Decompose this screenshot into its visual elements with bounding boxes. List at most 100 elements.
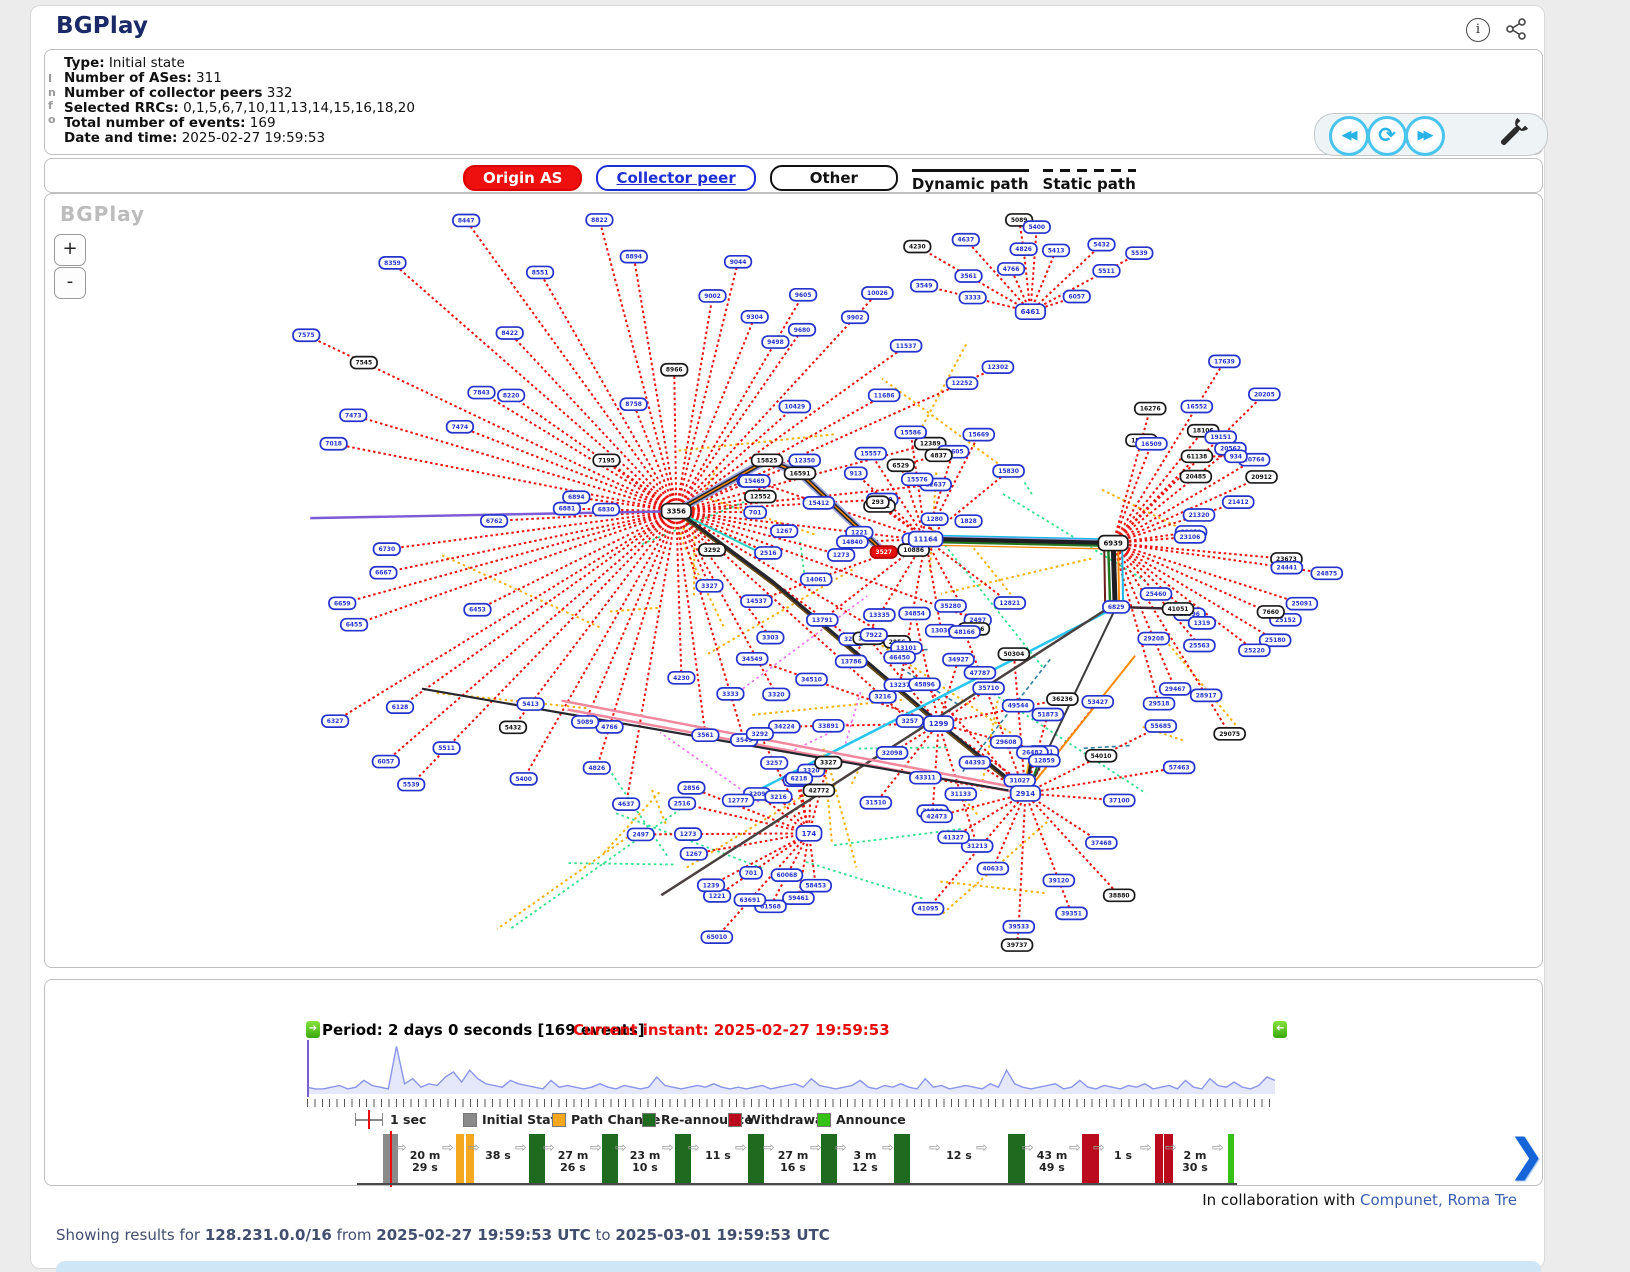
graph-node-28917[interactable]: 28917 <box>1189 688 1223 703</box>
graph-node-34854[interactable]: 34854 <box>898 606 931 621</box>
graph-node-4766[interactable]: 4766 <box>996 262 1026 276</box>
graph-node-31133[interactable]: 31133 <box>944 787 978 801</box>
graph-node-65010[interactable]: 65010 <box>700 930 734 944</box>
graph-node-8966[interactable]: 8966 <box>660 362 689 377</box>
graph-node-25563[interactable]: 25563 <box>1183 638 1216 653</box>
graph-node-1267[interactable]: 1267 <box>679 846 708 861</box>
graph-node-58453[interactable]: 58453 <box>799 878 833 893</box>
graph-node-31213[interactable]: 31213 <box>960 839 994 853</box>
graph-node-15586[interactable]: 15586 <box>894 425 927 440</box>
graph-node-12777[interactable]: 12777 <box>721 793 755 808</box>
graph-node-24875[interactable]: 24875 <box>1310 566 1344 581</box>
graph-node-14537[interactable]: 14537 <box>740 594 773 609</box>
graph-node-40633[interactable]: 40633 <box>976 861 1010 876</box>
graph-node-34510[interactable]: 34510 <box>795 672 828 687</box>
graph-node-1273[interactable]: 1273 <box>673 827 703 841</box>
gap-step-arrow-icon[interactable]: ⇨ <box>1140 1140 1152 1156</box>
gap-step-arrow-icon[interactable]: ⇨ <box>1212 1140 1224 1156</box>
graph-node-6830[interactable]: 6830 <box>591 502 621 517</box>
graph-node-8822[interactable]: 8822 <box>585 213 614 227</box>
graph-node-11164[interactable]: 11164 <box>907 530 944 548</box>
graph-node-38880[interactable]: 38880 <box>1102 888 1136 903</box>
graph-node-34549[interactable]: 34549 <box>735 651 769 666</box>
gap-step-arrow-icon[interactable]: ⇨ <box>735 1140 747 1156</box>
graph-node-5089[interactable]: 5089 <box>571 715 600 729</box>
graph-node-12859[interactable]: 12859 <box>1028 753 1061 768</box>
graph-node-51873[interactable]: 51873 <box>1031 707 1065 722</box>
graph-node-42772[interactable]: 42772 <box>802 783 836 798</box>
gap-step-arrow-icon[interactable]: ⇨ <box>976 1140 988 1156</box>
graph-node-174[interactable]: 174 <box>795 825 823 842</box>
graph-node-5511[interactable]: 5511 <box>432 741 461 755</box>
graph-node-6327[interactable]: 6327 <box>321 714 350 728</box>
settings-wrench-icon[interactable] <box>1493 115 1531 157</box>
graph-node-29518[interactable]: 29518 <box>1142 696 1176 711</box>
graph-node-6829[interactable]: 6829 <box>1102 600 1131 614</box>
gap-step-arrow-icon[interactable]: ⇨ <box>810 1140 822 1156</box>
gap-step-arrow-icon[interactable]: ⇨ <box>395 1140 407 1156</box>
graph-node-1267[interactable]: 1267 <box>770 524 799 538</box>
graph-node-25091[interactable]: 25091 <box>1285 596 1319 611</box>
graph-node-20485[interactable]: 20485 <box>1179 469 1213 484</box>
graph-node-1221[interactable]: 1221 <box>703 889 732 903</box>
graph-node-32098[interactable]: 32098 <box>875 746 909 760</box>
graph-node-43311[interactable]: 43311 <box>909 770 942 785</box>
graph-node-41051[interactable]: 41051 <box>1161 602 1195 616</box>
event-bar-reannounce[interactable] <box>748 1134 764 1184</box>
event-bar-path_change[interactable] <box>456 1134 464 1184</box>
graph-node-15469[interactable]: 15469 <box>738 474 771 488</box>
gap-step-arrow-icon[interactable]: ⇨ <box>835 1140 847 1156</box>
graph-node-10429[interactable]: 10429 <box>778 399 812 414</box>
graph-node-41327[interactable]: 41327 <box>937 830 970 845</box>
graph-node-10026[interactable]: 10026 <box>861 286 894 300</box>
graph-node-23106[interactable]: 23106 <box>1173 530 1207 544</box>
graph-node-55685[interactable]: 55685 <box>1144 719 1178 733</box>
graph-node-7473[interactable]: 7473 <box>339 408 368 423</box>
fast-forward-button[interactable]: ▶▶ <box>1405 116 1445 156</box>
graph-node-12350[interactable]: 12350 <box>788 453 821 468</box>
graph-node-29208[interactable]: 29208 <box>1137 631 1171 646</box>
graph-node-39737[interactable]: 39737 <box>1000 938 1034 952</box>
graph-node-6057[interactable]: 6057 <box>371 754 400 769</box>
graph-node-29608[interactable]: 29608 <box>989 735 1023 749</box>
rewind-button[interactable]: ◀◀ <box>1329 116 1369 156</box>
graph-node-25460[interactable]: 25460 <box>1139 587 1173 601</box>
event-bar-withdrawal[interactable] <box>1164 1134 1173 1184</box>
graph-node-16509[interactable]: 16509 <box>1135 436 1168 451</box>
graph-node-7843[interactable]: 7843 <box>467 385 496 400</box>
graph-node-2497[interactable]: 2497 <box>626 827 655 842</box>
graph-node-13791[interactable]: 13791 <box>805 613 839 627</box>
gap-step-arrow-icon[interactable]: ⇨ <box>468 1140 480 1156</box>
graph-node-47787[interactable]: 47787 <box>963 665 997 680</box>
event-bar-withdrawal[interactable] <box>1155 1134 1163 1184</box>
graph-node-913[interactable]: 913 <box>843 466 868 481</box>
graph-node-5539[interactable]: 5539 <box>397 777 426 792</box>
graph-node-36236[interactable]: 36236 <box>1046 692 1079 706</box>
graph-node-4637[interactable]: 4637 <box>951 232 980 247</box>
graph-node-14061[interactable]: 14061 <box>799 572 833 587</box>
graph-node-7474[interactable]: 7474 <box>445 419 475 434</box>
gap-step-arrow-icon[interactable]: ⇨ <box>662 1140 674 1156</box>
graph-node-8894[interactable]: 8894 <box>619 249 648 264</box>
graph-node-34927[interactable]: 34927 <box>942 652 975 667</box>
graph-node-11537[interactable]: 11537 <box>889 338 923 353</box>
graph-node-31027[interactable]: 31027 <box>1003 773 1037 788</box>
graph-node-6667[interactable]: 6667 <box>369 565 398 580</box>
event-bar-path_change[interactable] <box>466 1134 474 1184</box>
graph-node-3356[interactable]: 3356 <box>660 502 692 520</box>
graph-node-42473[interactable]: 42473 <box>920 809 954 824</box>
gap-step-arrow-icon[interactable]: ⇨ <box>543 1140 555 1156</box>
graph-node-6894[interactable]: 6894 <box>562 490 591 505</box>
graph-node-293[interactable]: 293 <box>865 495 890 510</box>
graph-node-1280[interactable]: 1280 <box>920 512 949 526</box>
graph-node-15412[interactable]: 15412 <box>802 496 836 510</box>
graph-node-7922[interactable]: 7922 <box>859 628 888 642</box>
graph-node-13335[interactable]: 13335 <box>863 608 896 622</box>
graph-node-9304[interactable]: 9304 <box>740 309 769 324</box>
graph-node-7660[interactable]: 7660 <box>1256 605 1285 619</box>
graph-node-60068[interactable]: 60068 <box>770 868 804 882</box>
graph-node-33891[interactable]: 33891 <box>812 718 845 733</box>
graph-node-35280[interactable]: 35280 <box>934 599 967 613</box>
graph-node-19151[interactable]: 19151 <box>1204 430 1238 445</box>
event-bar-withdrawal[interactable] <box>1082 1134 1099 1184</box>
